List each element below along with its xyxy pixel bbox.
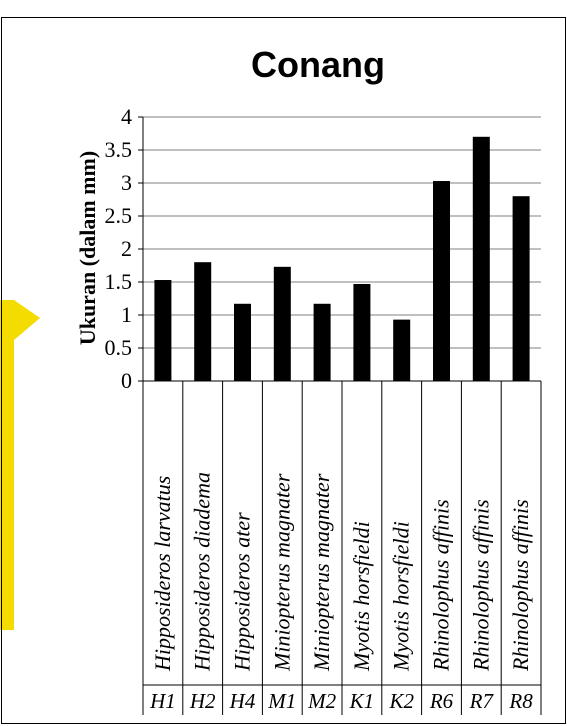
bars <box>154 136 530 381</box>
category-label: Myotis horsfieldi <box>349 521 374 672</box>
category-table <box>142 381 542 715</box>
y-tick-label: 1 <box>121 302 132 327</box>
y-tick-label: 0.5 <box>105 335 133 360</box>
category-code: H4 <box>229 689 256 713</box>
category-label: Hipposideros ater <box>230 512 255 672</box>
category-code: K2 <box>388 689 414 713</box>
chart-frame <box>1 17 566 724</box>
category-code: R6 <box>429 689 454 713</box>
category-label: Hipposideros diadema <box>190 472 215 672</box>
category-code: H2 <box>189 689 216 713</box>
bar <box>433 181 450 381</box>
y-tick-label: 2.5 <box>105 203 133 228</box>
category-label: Miniopterus magnater <box>269 473 294 672</box>
bar <box>472 136 490 381</box>
y-axis-label: Ukuran (dalam mm) <box>75 151 100 345</box>
category-code: H1 <box>149 689 176 713</box>
watermark-yellow-edge <box>14 300 40 340</box>
category-label: Hipposideros larvatus <box>150 476 175 672</box>
category-label: Miniopterus magnater <box>309 473 334 672</box>
bar <box>393 319 411 381</box>
bar <box>273 266 291 381</box>
y-tick-label: 2 <box>121 236 132 261</box>
y-tick-label: 1.5 <box>105 269 133 294</box>
y-tick-label: 4 <box>121 104 132 129</box>
category-code: M1 <box>267 689 296 713</box>
category-code: R8 <box>508 689 533 713</box>
category-code: R7 <box>469 689 495 713</box>
y-tick-labels: 0 0.5 1 1.5 2 2.5 3 3.5 4 <box>105 104 133 393</box>
category-code: K1 <box>349 689 375 713</box>
category-code: M2 <box>307 689 336 713</box>
category-label: Rhinolophus affinis <box>468 499 493 672</box>
chart-title: Conang <box>251 44 385 85</box>
y-tick-label: 3 <box>121 170 132 195</box>
bar <box>313 303 331 381</box>
bar <box>353 283 371 381</box>
bar <box>234 303 251 381</box>
bar <box>154 280 172 381</box>
category-codes: H1 H2 H4 M1 M2 K1 K2 R6 R7 R8 <box>149 689 533 713</box>
bar <box>512 196 530 381</box>
watermark-yellow-band <box>0 300 14 630</box>
category-labels: Hipposideros larvatus Hipposideros diadem… <box>150 472 533 672</box>
category-label: Rhinolophus affinis <box>429 499 454 672</box>
category-label: Rhinolophus affinis <box>508 499 533 672</box>
y-tick-label: 0 <box>121 368 132 393</box>
bar <box>194 262 212 381</box>
y-tick-label: 3.5 <box>105 137 133 162</box>
category-label: Myotis horsfieldi <box>389 521 414 672</box>
